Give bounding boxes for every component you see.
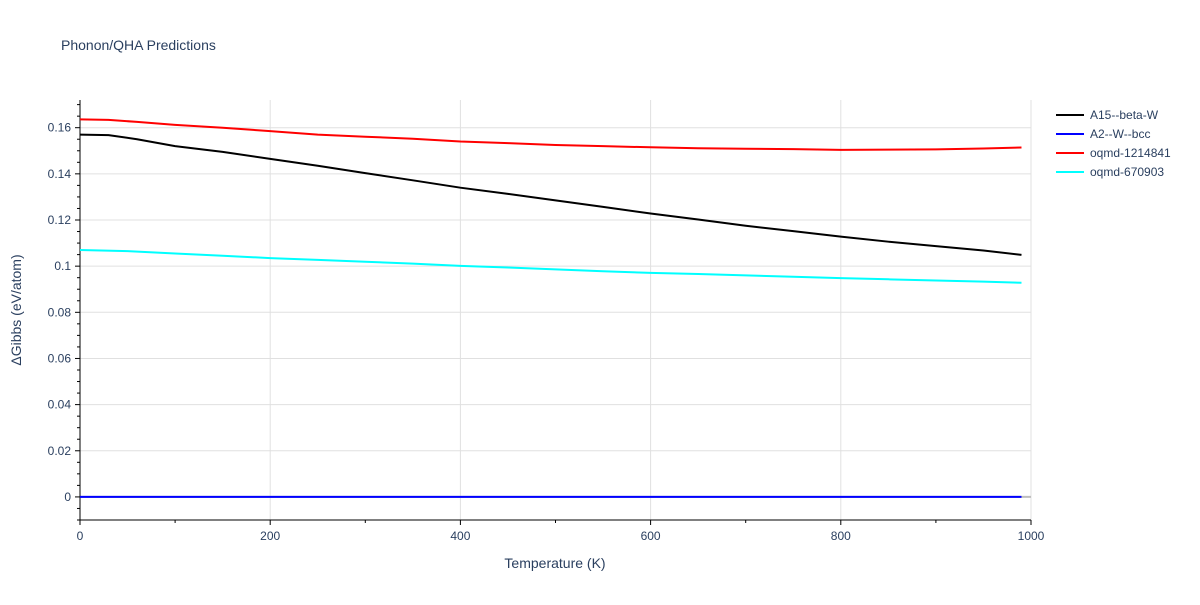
- legend-label: oqmd-670903: [1090, 165, 1164, 179]
- series-layer: [79, 118, 1022, 498]
- legend: A15--beta-W A2--W--bcc oqmd-1214841 oqmd-67…: [1056, 108, 1171, 179]
- y-tick-label: 0.16: [48, 121, 72, 135]
- y-tick-label: 0.04: [48, 398, 72, 412]
- axes-layer: 0 200 400 600 800 1000 0 0.02 0.04 0.06 0.08 0.1 0.1…: [48, 100, 1045, 543]
- y-tick-label: 0.06: [48, 351, 72, 365]
- legend-item[interactable]: A2--W--bcc: [1056, 127, 1150, 141]
- y-tick-label: 0: [64, 490, 71, 504]
- y-tick-label: 0.14: [48, 167, 72, 181]
- legend-label: A15--beta-W: [1090, 108, 1159, 122]
- x-tick-label: 0: [77, 529, 84, 543]
- x-tick-label: 600: [641, 529, 661, 543]
- series-line: [79, 118, 1022, 151]
- legend-item[interactable]: oqmd-670903: [1056, 165, 1164, 179]
- y-tick-label: 0.12: [48, 213, 72, 227]
- legend-label: A2--W--bcc: [1090, 127, 1150, 141]
- chart-title: Phonon/QHA Predictions: [61, 37, 216, 53]
- y-tick-label: 0.1: [54, 259, 71, 273]
- grid-layer: [80, 100, 1032, 520]
- legend-item[interactable]: A15--beta-W: [1056, 108, 1159, 122]
- legend-item[interactable]: oqmd-1214841: [1056, 146, 1171, 160]
- y-tick-label: 0.02: [48, 444, 72, 458]
- series-line: [79, 249, 1022, 284]
- y-axis-title: ΔGibbs (eV/atom): [8, 254, 24, 365]
- x-tick-label: 400: [450, 529, 470, 543]
- x-tick-label: 1000: [1018, 529, 1045, 543]
- series-line: [79, 133, 1022, 256]
- y-tick-label: 0.08: [48, 305, 72, 319]
- x-axis-title: Temperature (K): [504, 555, 605, 571]
- x-tick-label: 200: [260, 529, 280, 543]
- x-tick-label: 800: [831, 529, 851, 543]
- legend-label: oqmd-1214841: [1090, 146, 1171, 160]
